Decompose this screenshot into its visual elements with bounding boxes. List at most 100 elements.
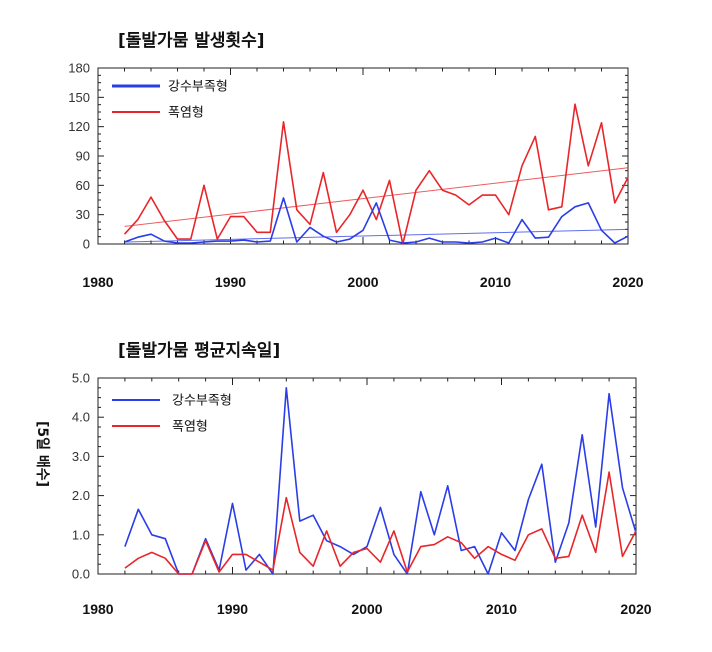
data-point [203, 184, 205, 186]
data-point [204, 539, 206, 541]
data-point [594, 526, 596, 528]
data-point [587, 165, 589, 167]
data-point [163, 240, 165, 242]
data-point [325, 539, 327, 541]
data-point [420, 490, 422, 492]
data-point [231, 553, 233, 555]
x-tick-label: 1990 [217, 601, 248, 617]
data-point [151, 551, 153, 553]
y-tick-label: 90 [76, 149, 90, 164]
data-point [428, 237, 430, 239]
data-point [362, 189, 364, 191]
data-point [627, 235, 629, 237]
data-point [243, 215, 245, 217]
data-point [393, 530, 395, 532]
data-point [508, 242, 510, 244]
data-point [581, 514, 583, 516]
y-tick-label: 2.0 [72, 488, 90, 503]
data-point [574, 103, 576, 105]
x-tick-label: 2000 [351, 601, 382, 617]
data-point [231, 502, 233, 504]
data-point [468, 204, 470, 206]
data-point [447, 536, 449, 538]
data-point [282, 197, 284, 199]
data-point [393, 553, 395, 555]
data-point [534, 237, 536, 239]
legend-label: 폭염형 [168, 106, 204, 121]
series-line-drought [124, 197, 629, 244]
data-point [190, 242, 192, 244]
data-point [581, 434, 583, 436]
data-point [362, 229, 364, 231]
data-point [420, 545, 422, 547]
y-tick-label: 150 [68, 90, 90, 105]
data-point [621, 555, 623, 557]
data-point [151, 534, 153, 536]
data-point [164, 538, 166, 540]
data-point [527, 534, 529, 536]
data-point [541, 463, 543, 465]
data-point [527, 498, 529, 500]
data-point [256, 231, 258, 233]
data-point [339, 565, 341, 567]
data-point [299, 520, 301, 522]
data-point [388, 239, 390, 241]
chart-panel-1: [돌발가뭄 발생횟수] 0 30 60 90 120 150 180 1980 1990 2000 2… [68, 31, 643, 290]
data-point [547, 209, 549, 211]
data-point [375, 218, 377, 220]
data-point [256, 241, 258, 243]
data-point [494, 237, 496, 239]
data-point [216, 240, 218, 242]
data-point [608, 471, 610, 473]
data-point [608, 392, 610, 394]
x-tick-label: 2020 [612, 274, 643, 290]
data-point [594, 551, 596, 553]
x-tick-label: 2000 [347, 274, 378, 290]
data-point [309, 226, 311, 228]
data-point [433, 543, 435, 545]
x-tick-label: 2010 [480, 274, 511, 290]
x-tick-label: 2010 [486, 601, 517, 617]
data-point [312, 514, 314, 516]
data-point [379, 506, 381, 508]
data-point [554, 561, 556, 563]
data-point [218, 571, 220, 573]
data-point [366, 547, 368, 549]
data-point [460, 549, 462, 551]
data-point [447, 485, 449, 487]
chart-title: [돌발가뭄 발생횟수] [118, 31, 265, 51]
data-point [402, 242, 404, 244]
data-point [441, 189, 443, 191]
data-point [514, 549, 516, 551]
data-point [455, 194, 457, 196]
data-point [269, 240, 271, 242]
data-point [415, 241, 417, 243]
y-tick-label: 120 [68, 119, 90, 134]
data-point [379, 561, 381, 563]
data-point [600, 122, 602, 124]
data-point [521, 218, 523, 220]
data-point [150, 233, 152, 235]
data-point [561, 206, 563, 208]
data-point [561, 215, 563, 217]
y-tick-label: 1.0 [72, 527, 90, 542]
y-tick-label: 30 [76, 207, 90, 222]
data-point [325, 530, 327, 532]
data-point [258, 561, 260, 563]
data-point [468, 242, 470, 244]
data-point [406, 571, 408, 573]
data-point [508, 213, 510, 215]
data-point [269, 231, 271, 233]
data-point [428, 169, 430, 171]
data-point [621, 487, 623, 489]
y-tick-label: 5.0 [72, 371, 90, 386]
y-tick-label: 3.0 [72, 449, 90, 464]
data-point [322, 235, 324, 237]
data-point [299, 551, 301, 553]
data-point [339, 545, 341, 547]
data-point [163, 219, 165, 221]
data-point [243, 239, 245, 241]
data-point [349, 238, 351, 240]
data-point [124, 545, 126, 547]
y-tick-label: 4.0 [72, 410, 90, 425]
